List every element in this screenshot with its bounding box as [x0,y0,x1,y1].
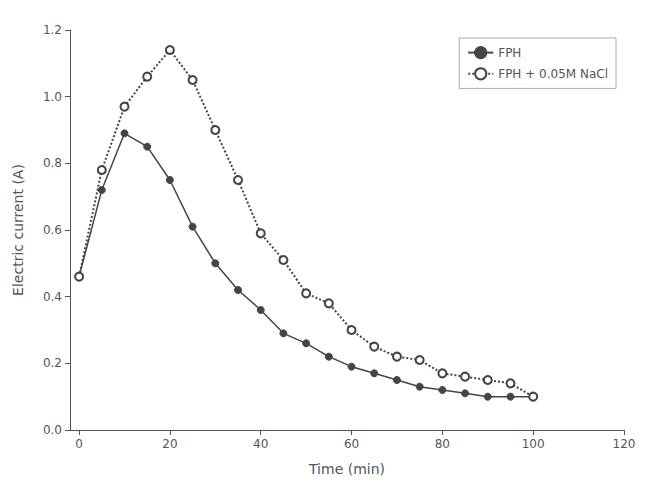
svg-text:1.0: 1.0 [43,90,62,104]
svg-text:0.0: 0.0 [43,423,62,437]
svg-text:20: 20 [162,437,177,451]
svg-text:60: 60 [344,437,359,451]
svg-text:120: 120 [613,437,636,451]
svg-text:40: 40 [253,437,268,451]
svg-text:FPH + 0.05M NaCl: FPH + 0.05M NaCl [498,67,608,81]
svg-text:FPH: FPH [498,46,521,60]
svg-text:0.4: 0.4 [43,290,62,304]
svg-text:Electric current (A): Electric current (A) [10,164,26,296]
svg-text:80: 80 [435,437,450,451]
svg-text:1.2: 1.2 [43,23,62,37]
svg-text:100: 100 [522,437,545,451]
svg-text:0.6: 0.6 [43,223,62,237]
svg-text:Time (min): Time (min) [308,461,385,477]
svg-text:0.2: 0.2 [43,356,62,370]
svg-text:0.8: 0.8 [43,156,62,170]
svg-text:0: 0 [75,437,83,451]
